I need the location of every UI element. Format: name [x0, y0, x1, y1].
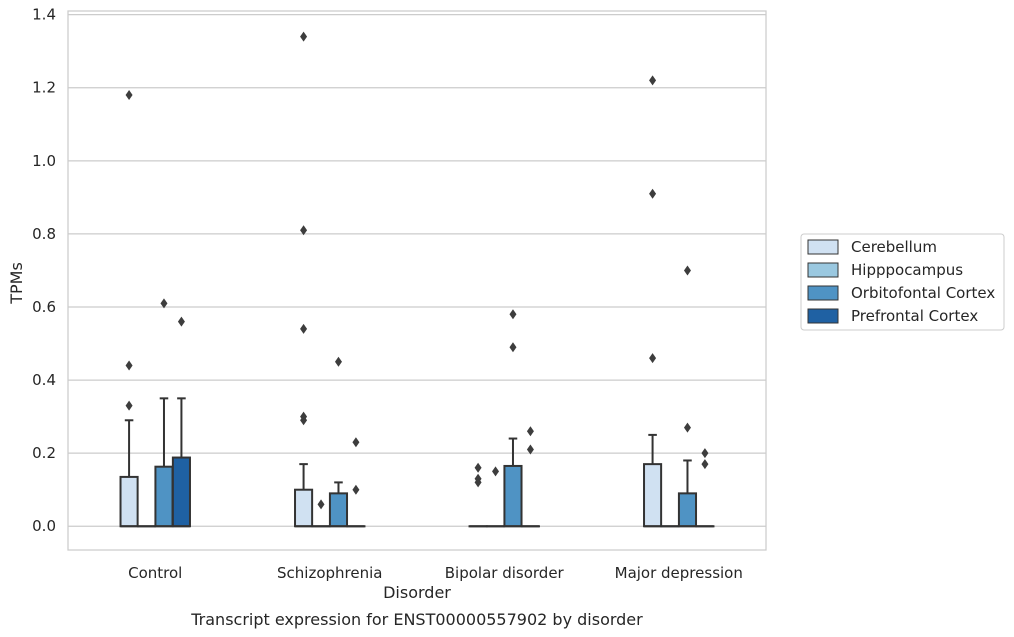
box: [503, 309, 523, 528]
box: [695, 448, 715, 528]
y-axis-ticks: 0.0 0.2 0.4 0.6 0.8 1.0 1.2 1.4: [32, 6, 56, 536]
outlier-point: [300, 31, 308, 42]
outlier-point: [474, 462, 482, 473]
outlier-point: [649, 353, 657, 364]
legend-swatch: [807, 308, 839, 324]
outlier-point: [701, 448, 709, 459]
outlier-point: [649, 188, 657, 199]
y-axis-label: TPMs: [7, 262, 26, 305]
box: [154, 298, 174, 528]
box: [520, 426, 540, 528]
legend-label: Hipppocampus: [851, 261, 963, 279]
legend-label: Cerebellum: [851, 238, 937, 256]
outlier-point: [509, 309, 517, 320]
outlier-point: [160, 298, 168, 309]
legend-frame: [800, 233, 1005, 331]
box: [485, 466, 506, 528]
legend: Cerebellum Hipppocampus Orbitofontal Corte…: [800, 233, 1005, 331]
legend-swatch: [807, 262, 839, 278]
outlier-point: [492, 466, 500, 477]
outlier-point: [300, 225, 308, 236]
legend-swatch: [807, 285, 839, 301]
outlier-point: [125, 90, 133, 101]
box-body: [677, 492, 698, 528]
box-body: [154, 465, 174, 528]
y-tick-label: 0.0: [32, 517, 56, 535]
box-series: [119, 31, 715, 528]
y-tick-label: 0.6: [32, 298, 56, 316]
y-tick-label: 1.2: [32, 79, 56, 97]
y-tick-label: 0.2: [32, 444, 56, 462]
box: [171, 316, 191, 528]
box-body: [294, 488, 314, 528]
outlier-point: [683, 265, 691, 276]
y-tick-label: 0.8: [32, 225, 56, 243]
chart-title: Transcript expression for ENST0000055790…: [190, 610, 643, 629]
y-tick-label: 1.4: [32, 6, 56, 24]
outlier-point: [526, 426, 534, 437]
x-tick-label: Bipolar disorder: [445, 564, 565, 582]
outlier-point: [300, 323, 308, 334]
outlier-point: [177, 316, 185, 327]
y-tick-label: 0.4: [32, 371, 56, 389]
box-body: [503, 464, 523, 528]
legend-label: Prefrontal Cortex: [851, 307, 978, 325]
outlier-point: [683, 422, 691, 433]
gridlines: [68, 14, 766, 527]
box-body: [171, 456, 191, 528]
box: [643, 75, 663, 528]
box-body: [119, 475, 139, 528]
outlier-point: [334, 356, 342, 367]
box: [294, 31, 314, 528]
outlier-point: [701, 459, 709, 470]
outlier-point: [649, 75, 657, 86]
outlier-point: [352, 437, 360, 448]
legend-item: Prefrontal Cortex: [807, 307, 978, 325]
x-axis-ticks: Control Schizophrenia Bipolar disorder Majo…: [128, 564, 743, 582]
box: [328, 356, 349, 528]
box: [311, 499, 331, 528]
outlier-point: [300, 411, 308, 422]
box: [468, 462, 488, 528]
box: [346, 437, 366, 528]
legend-swatch: [807, 239, 839, 255]
plot-area: [67, 10, 767, 551]
legend-item: Orbitofontal Cortex: [807, 284, 995, 302]
x-tick-label: Schizophrenia: [277, 564, 382, 582]
legend-item: Cerebellum: [807, 238, 937, 256]
x-axis-label: Disorder: [383, 583, 451, 602]
outlier-point: [526, 444, 534, 455]
outlier-point: [125, 360, 133, 371]
y-tick-label: 1.0: [32, 152, 56, 170]
outlier-point: [474, 473, 482, 484]
box-body: [643, 463, 663, 528]
outlier-point: [317, 499, 325, 510]
box-body: [328, 492, 349, 528]
outlier-point: [125, 400, 133, 411]
legend-label: Orbitofontal Cortex: [851, 284, 995, 302]
x-tick-label: Control: [128, 564, 182, 582]
outlier-point: [352, 484, 360, 495]
legend-item: Hipppocampus: [807, 261, 963, 279]
outlier-point: [509, 342, 517, 353]
box: [119, 90, 139, 528]
box: [677, 265, 698, 528]
x-tick-label: Major depression: [615, 564, 743, 582]
